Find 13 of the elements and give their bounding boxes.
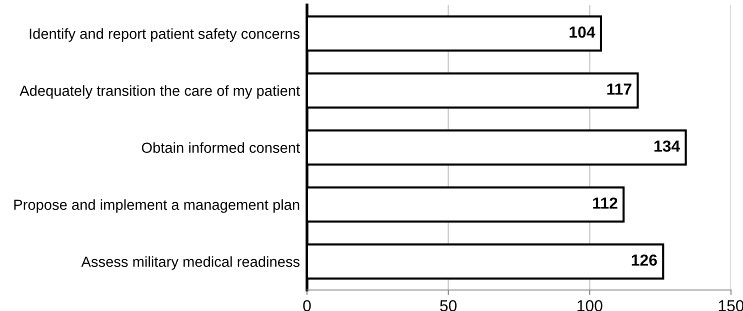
data-label: 134 (654, 140, 680, 152)
x-tick-label: 0 (303, 300, 311, 311)
data-label: 104 (570, 26, 596, 38)
x-tick-label: 50 (440, 300, 457, 311)
y-tick-label: Assess military medical readiness (81, 256, 300, 270)
y-tick-label: Obtain informed consent (142, 142, 300, 153)
y-tick-label: Propose and implement a management plan (14, 199, 300, 213)
data-label: 126 (632, 254, 657, 266)
data-label: 112 (593, 197, 618, 209)
x-tick-label: 100 (578, 300, 602, 311)
y-tick-label: Identify and report patient safety concerns (30, 28, 300, 42)
y-tick-label: Adequately transition the care of my patient (20, 85, 300, 99)
data-label: 117 (607, 84, 632, 95)
